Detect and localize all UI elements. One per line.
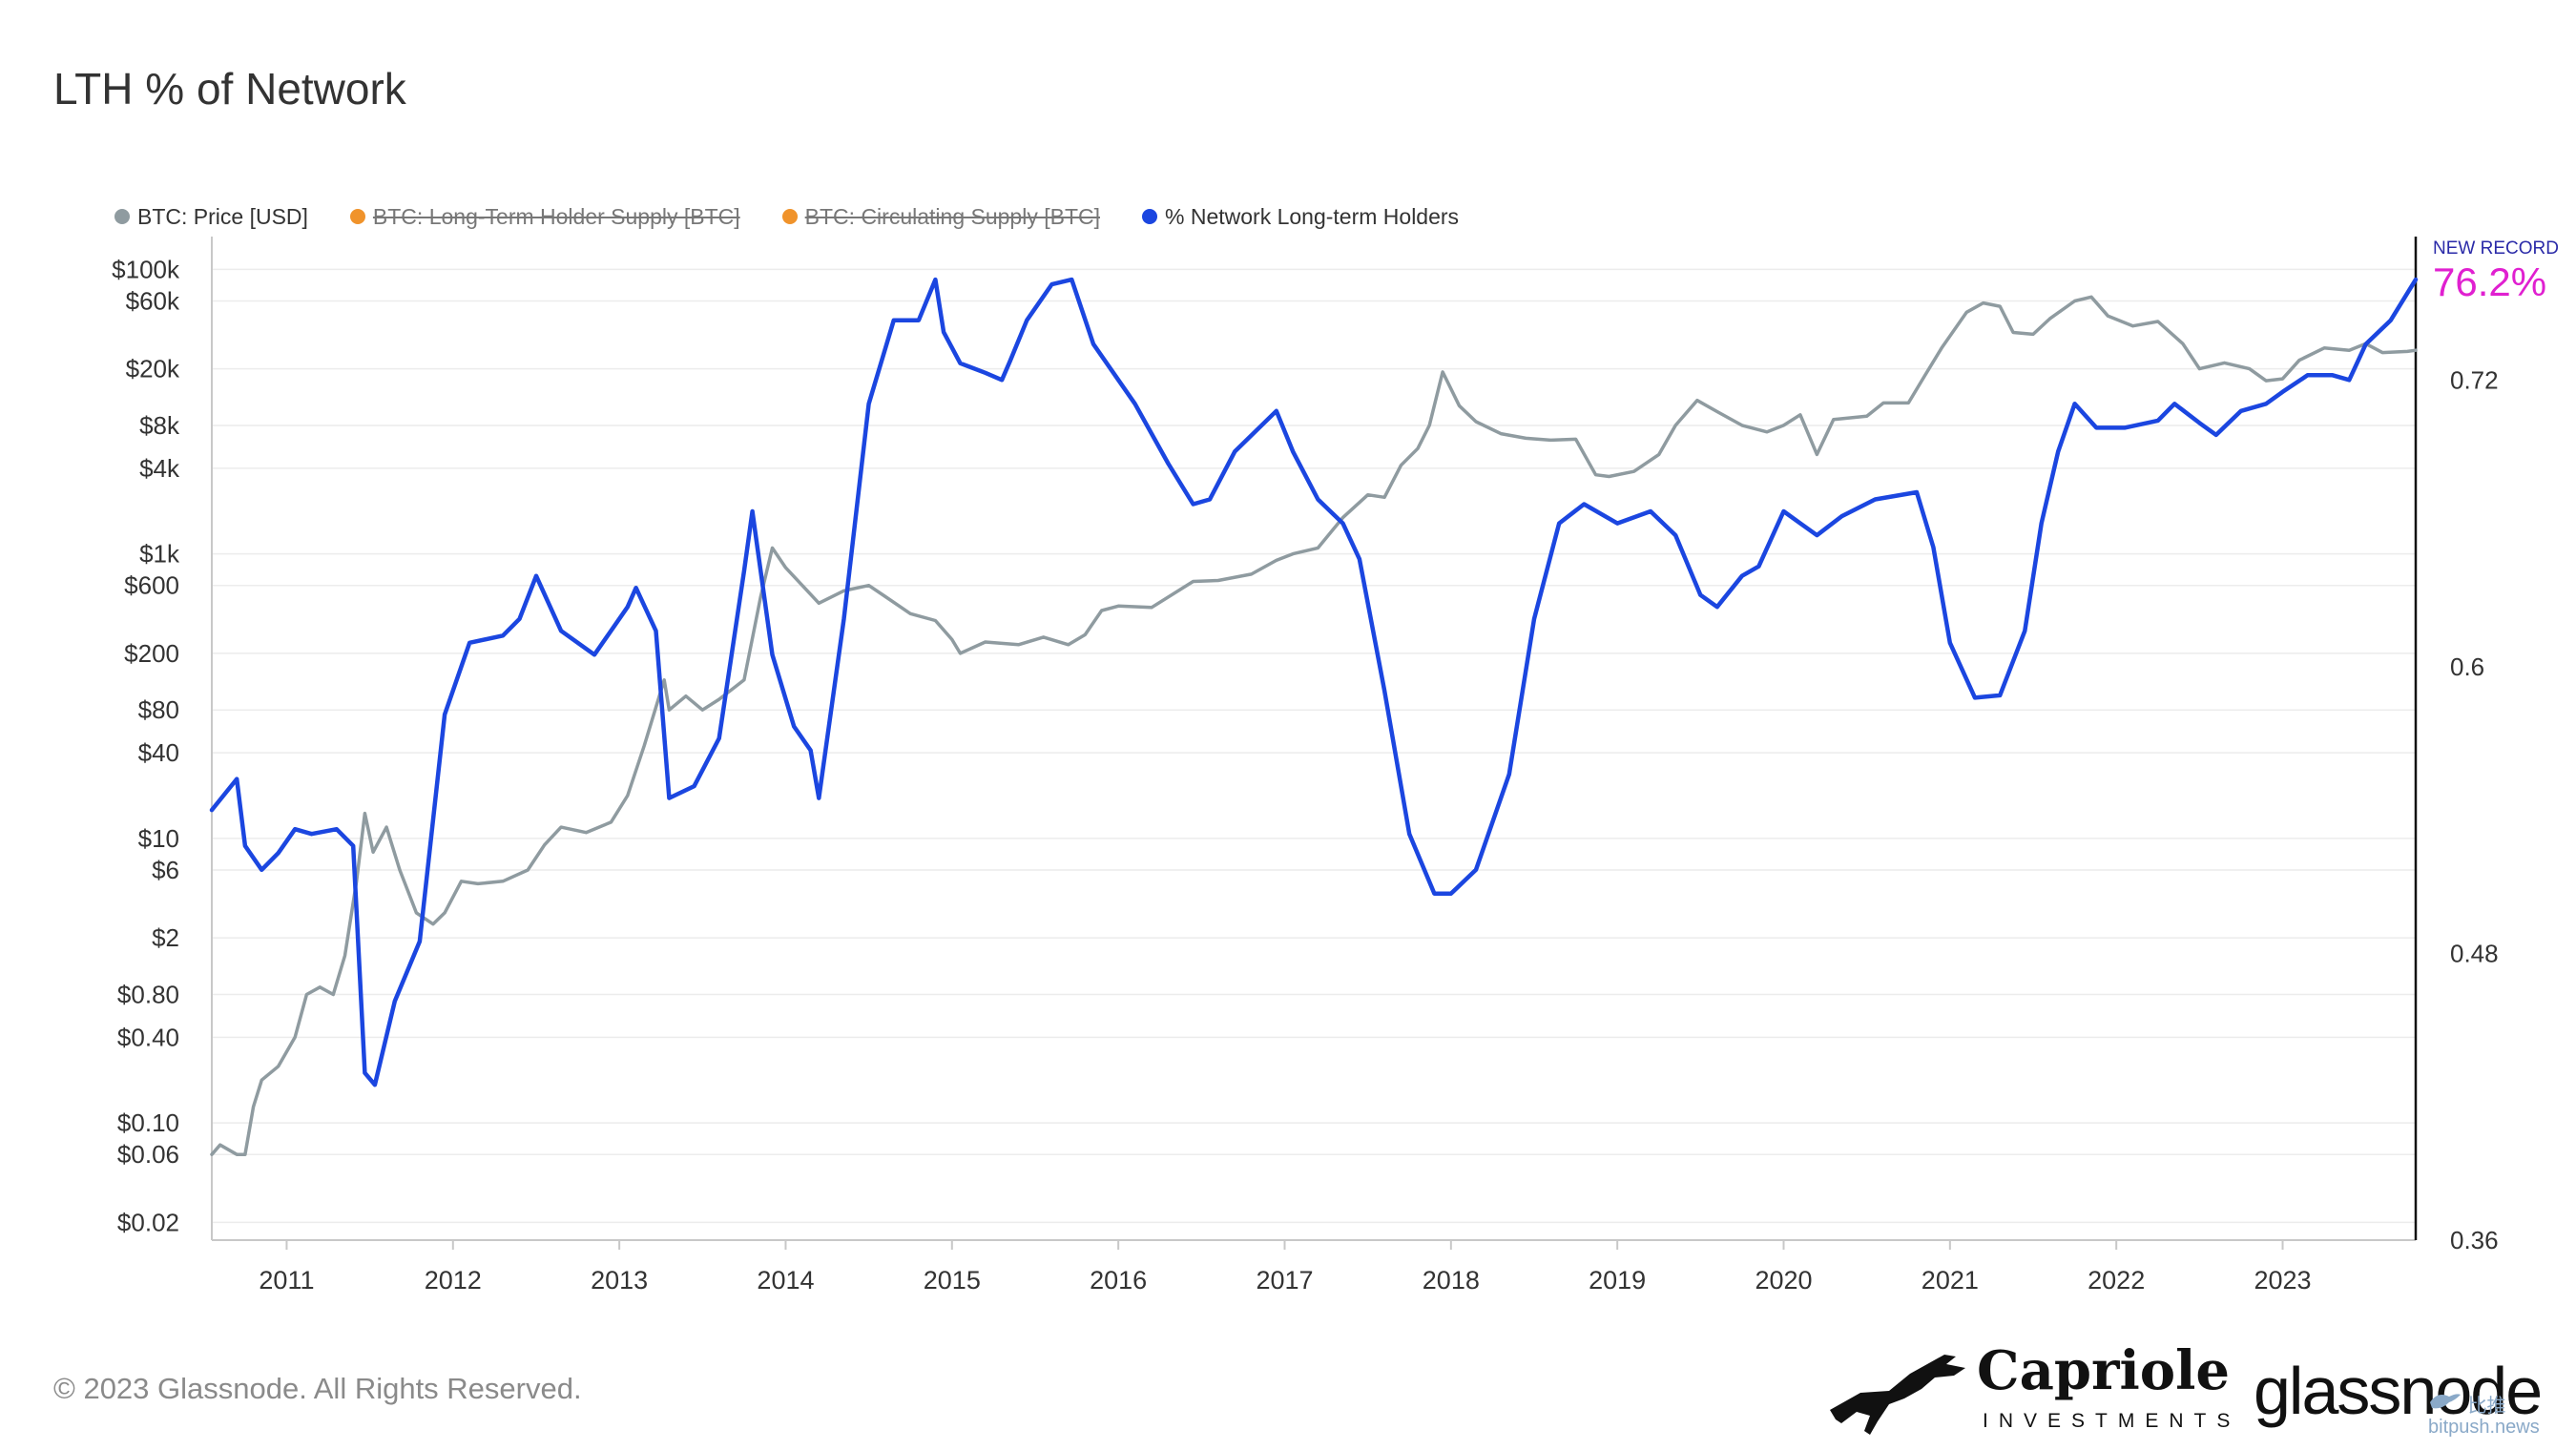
new-record-value: 76.2% (2433, 259, 2546, 304)
legend-label: % Network Long-term Holders (1165, 203, 1460, 229)
chart-legend: BTC: Price [USD] BTC: Long-Term Holder S… (114, 200, 1501, 233)
x-tick-label: 2018 (1423, 1266, 1480, 1295)
bitpush-watermark: 比推 bitpush.news (2428, 1389, 2540, 1438)
horse-icon (1830, 1355, 1965, 1435)
legend-dot-icon (781, 209, 798, 224)
y-right-tick-label: 0.48 (2450, 939, 2499, 967)
y-left-tick-label: $0.80 (117, 980, 179, 1008)
legend-item-circulating-supply[interactable]: BTC: Circulating Supply [BTC] (781, 203, 1100, 230)
x-tick-label: 2017 (1256, 1266, 1313, 1295)
x-tick-label: 2012 (425, 1266, 482, 1295)
y-left-tick-label: $200 (124, 639, 179, 668)
legend-label: BTC: Circulating Supply [BTC] (804, 203, 1100, 229)
copyright-text: © 2023 Glassnode. All Rights Reserved. (53, 1372, 582, 1405)
legend-label: BTC: Price [USD] (137, 203, 308, 229)
y-left-tick-label: $6 (152, 856, 179, 884)
series-line-network-lth (209, 277, 2419, 1088)
glassnode-logo: glassnode (2254, 1354, 2543, 1428)
x-tick-label: 2011 (259, 1266, 314, 1295)
bird-icon (2430, 1394, 2461, 1409)
y-left-tick-label: $0.40 (117, 1023, 179, 1051)
y-right-tick-label: 0.72 (2450, 365, 2499, 394)
x-tick-label: 2014 (757, 1266, 814, 1295)
legend-dot-icon (1142, 209, 1157, 224)
x-tick-label: 2020 (1755, 1266, 1812, 1295)
y-left-tick-label: $80 (138, 695, 179, 724)
x-tick-label: 2013 (591, 1266, 648, 1295)
y-left-tick-label: $40 (138, 738, 179, 767)
x-tick-label: 2019 (1589, 1266, 1646, 1295)
watermark-url: bitpush.news (2428, 1417, 2540, 1438)
page-title: LTH % of Network (53, 64, 406, 114)
x-tick-label: 2016 (1090, 1266, 1147, 1295)
legend-dot-icon (114, 209, 130, 224)
y-left-tick-label: $2 (152, 923, 179, 952)
y-left-tick-label: $4k (139, 454, 180, 483)
y-right-tick-label: 0.6 (2450, 652, 2484, 681)
new-record-label: NEW RECORD (2433, 238, 2559, 259)
watermark-cn: 比推 (2467, 1396, 2506, 1417)
capriole-logo: Capriole INVESTMENTS (1822, 1336, 2230, 1440)
y-left-tick-label: $1k (139, 540, 180, 569)
legend-item-network-lth[interactable]: % Network Long-term Holders (1142, 204, 1459, 230)
y-left-tick-label: $20k (126, 355, 180, 383)
legend-item-btc-price[interactable]: BTC: Price [USD] (114, 204, 308, 230)
y-left-tick-label: $0.10 (117, 1108, 179, 1137)
x-tick-label: 2022 (2088, 1266, 2145, 1295)
x-tick-label: 2023 (2254, 1266, 2311, 1295)
y-left-tick-label: $60k (126, 286, 180, 315)
x-tick-label: 2015 (924, 1266, 981, 1295)
y-left-tick-label: $100k (112, 255, 180, 283)
grid-lines (211, 237, 2418, 1241)
x-axis: 2011 2012 2013 2014 2015 2016 2017 2018 2019 2020… (259, 1240, 2312, 1295)
legend-dot-icon (349, 209, 365, 224)
y-axis-left: $100k $60k $20k $8k $4k $1k$600 $200 $80 $40 $10 $… (112, 255, 180, 1236)
series-line-btc-price (210, 295, 2418, 1156)
y-right-tick-label: 0.36 (2450, 1226, 2499, 1254)
y-left-tick-label: $600 (124, 571, 179, 600)
y-axis-right: 0.72 0.6 0.48 0.36 (2450, 365, 2499, 1254)
y-left-tick-label: $0.02 (117, 1208, 179, 1236)
capriole-subtitle: INVESTMENTS (1983, 1410, 2241, 1432)
legend-item-lth-supply[interactable]: BTC: Long-Term Holder Supply [BTC] (349, 203, 740, 230)
y-left-tick-label: $10 (138, 824, 179, 853)
x-tick-label: 2021 (1922, 1266, 1979, 1295)
legend-label: BTC: Long-Term Holder Supply [BTC] (372, 203, 740, 229)
y-left-tick-label: $8k (139, 411, 180, 440)
y-left-tick-label: $0.06 (117, 1140, 179, 1169)
series-group (209, 277, 2419, 1156)
capriole-wordmark: Capriole (1977, 1339, 2231, 1402)
